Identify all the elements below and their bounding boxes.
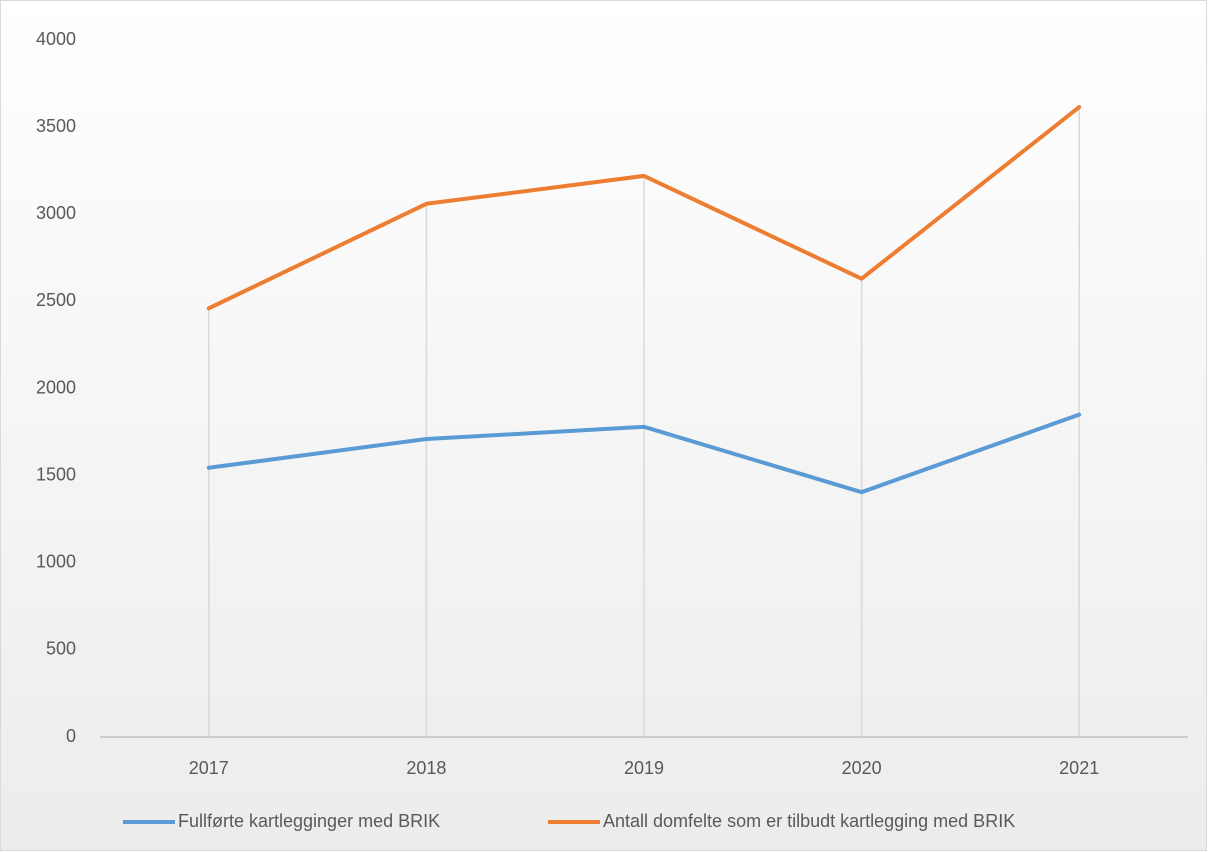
series-line	[206, 105, 1082, 311]
y-tick-label: 2500	[36, 290, 76, 310]
y-tick-label: 2000	[36, 377, 76, 397]
y-tick-label: 1500	[36, 464, 76, 484]
x-tick-label: 2021	[1059, 758, 1099, 778]
x-tick-label: 2019	[624, 758, 664, 778]
legend-label: Fullførte kartlegginger med BRIK	[178, 811, 440, 831]
y-tick-label: 500	[46, 639, 76, 659]
legend-label: Antall domfelte som er tilbudt kartleggi…	[603, 811, 1015, 831]
x-tick-label: 2020	[842, 758, 882, 778]
y-tick-label: 0	[66, 726, 76, 746]
series-line	[206, 412, 1082, 495]
y-tick-label: 3500	[36, 116, 76, 136]
x-tick-label: 2017	[189, 758, 229, 778]
y-tick-label: 4000	[36, 29, 76, 49]
x-tick-label: 2018	[406, 758, 446, 778]
y-tick-label: 3000	[36, 203, 76, 223]
y-tick-label: 1000	[36, 552, 76, 572]
